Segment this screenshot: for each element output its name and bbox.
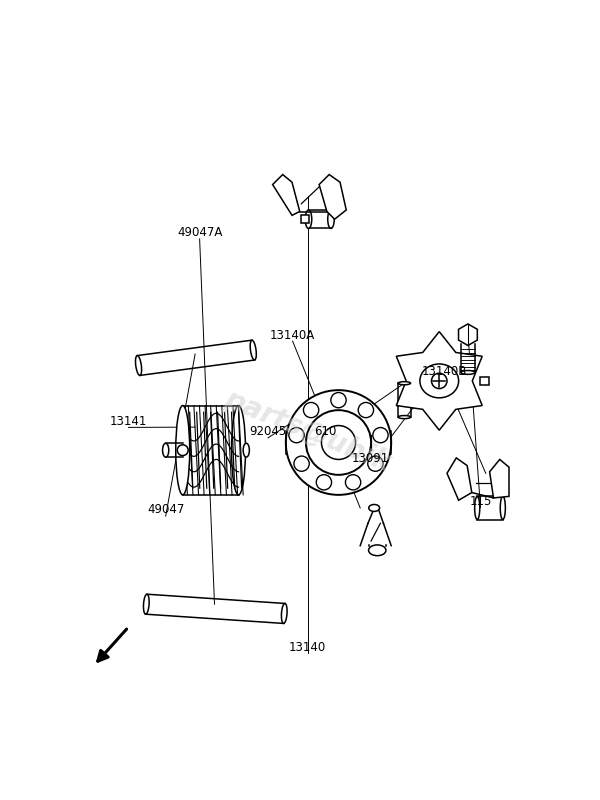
Text: parts@ubik: parts@ubik <box>220 385 395 477</box>
Ellipse shape <box>369 505 380 511</box>
Ellipse shape <box>461 370 475 374</box>
Ellipse shape <box>475 496 480 519</box>
Text: 13140A: 13140A <box>270 329 315 342</box>
Circle shape <box>306 410 371 475</box>
Circle shape <box>346 474 361 490</box>
Ellipse shape <box>398 415 410 418</box>
Ellipse shape <box>178 445 188 455</box>
Text: 49047: 49047 <box>147 503 184 517</box>
Ellipse shape <box>143 594 149 614</box>
Text: 610: 610 <box>314 426 337 438</box>
Text: 13140: 13140 <box>289 641 326 654</box>
Circle shape <box>316 474 332 490</box>
Circle shape <box>289 427 304 442</box>
Text: 13140B: 13140B <box>422 366 467 378</box>
Ellipse shape <box>328 210 334 229</box>
Polygon shape <box>396 332 482 430</box>
Text: 115: 115 <box>469 495 491 508</box>
Ellipse shape <box>243 443 250 457</box>
Ellipse shape <box>305 210 312 229</box>
Polygon shape <box>490 459 509 498</box>
FancyBboxPatch shape <box>479 377 489 385</box>
Circle shape <box>358 402 374 418</box>
Circle shape <box>294 456 309 471</box>
Ellipse shape <box>163 443 169 457</box>
Circle shape <box>322 426 356 459</box>
Ellipse shape <box>136 355 142 375</box>
Circle shape <box>373 427 388 442</box>
Ellipse shape <box>281 603 287 623</box>
FancyBboxPatch shape <box>301 215 308 223</box>
Circle shape <box>331 393 346 408</box>
Circle shape <box>368 456 383 471</box>
Polygon shape <box>447 458 472 500</box>
Ellipse shape <box>398 382 410 385</box>
Ellipse shape <box>368 545 386 556</box>
Ellipse shape <box>500 496 505 519</box>
Text: 13091: 13091 <box>352 452 389 465</box>
Polygon shape <box>458 324 478 346</box>
Circle shape <box>431 373 447 389</box>
Ellipse shape <box>232 406 245 495</box>
Text: 13141: 13141 <box>110 414 147 428</box>
Circle shape <box>286 390 391 495</box>
Ellipse shape <box>176 406 190 495</box>
Polygon shape <box>272 174 300 215</box>
Circle shape <box>304 402 319 418</box>
Ellipse shape <box>250 340 256 360</box>
Polygon shape <box>319 174 346 219</box>
Text: 92045: 92045 <box>250 426 287 438</box>
Text: 49047A: 49047A <box>177 226 223 239</box>
Ellipse shape <box>420 364 458 398</box>
